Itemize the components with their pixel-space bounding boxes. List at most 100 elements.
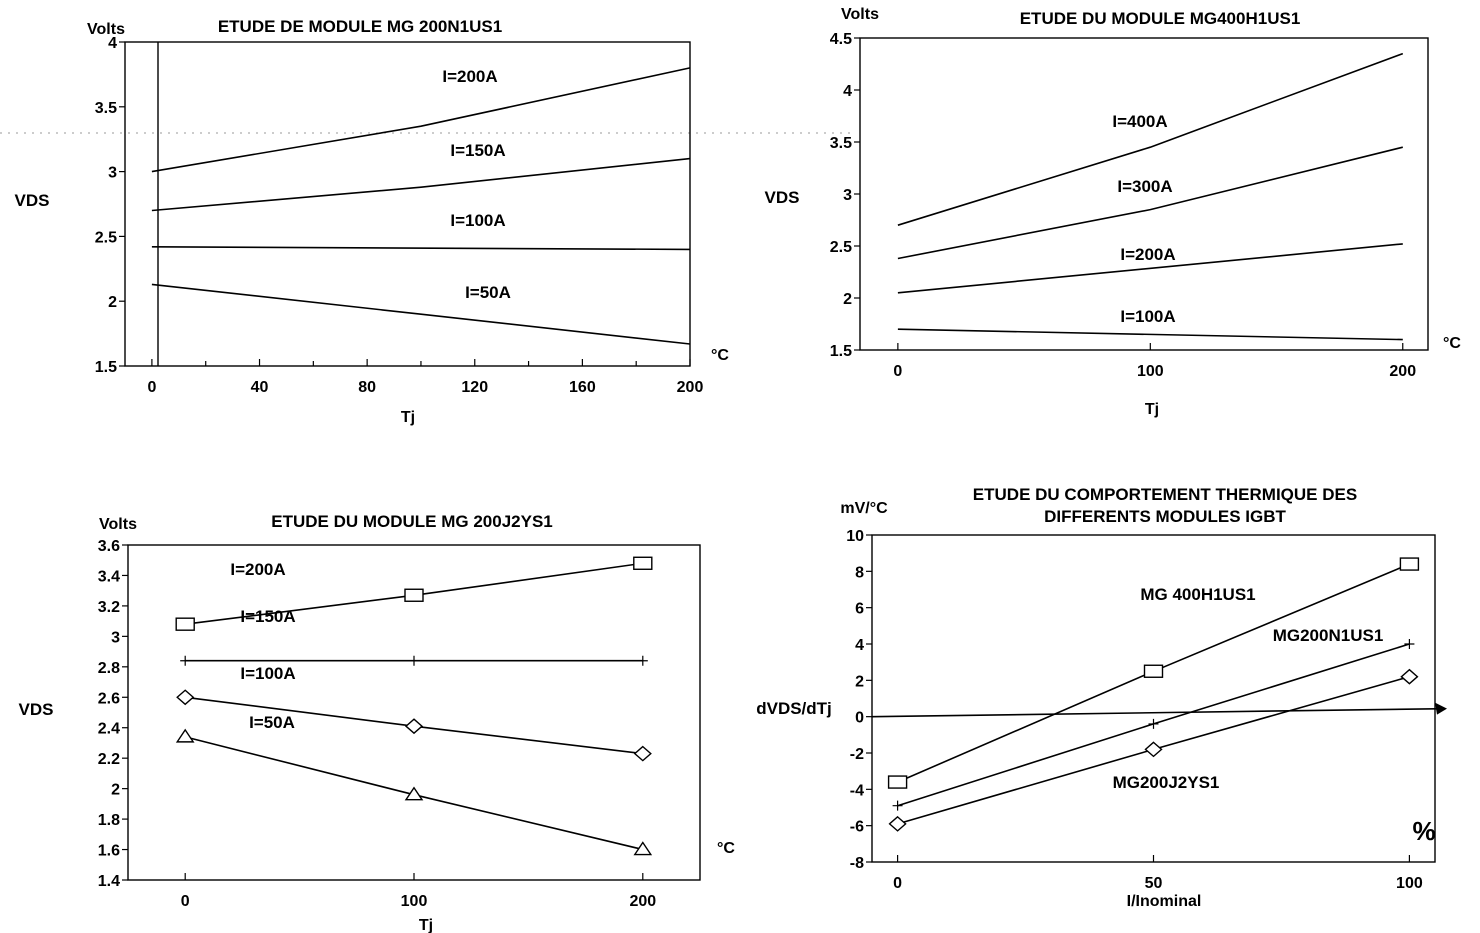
- plus-marker: [1148, 718, 1159, 729]
- y-tick-label: 4.5: [830, 31, 852, 48]
- plus-marker: [1404, 639, 1415, 649]
- x-tick-label: 50: [1145, 875, 1163, 892]
- diamond-marker: [1144, 741, 1163, 758]
- plus-marker: [180, 655, 191, 666]
- chart-panel-1: 1.522.533.540 40 80 120 160 200I=200AI=150AI=…: [0, 17, 850, 426]
- y-tick-label: 3.4: [98, 568, 120, 585]
- y-tick-label: 2: [108, 294, 117, 311]
- x-tick-label: 80: [358, 379, 376, 396]
- square-marker: [633, 556, 653, 570]
- square-marker: [887, 775, 908, 789]
- y-tick-label: 2: [843, 291, 852, 308]
- series-line: [151, 283, 691, 345]
- diamond-marker: [888, 815, 907, 832]
- y-tick-label: 2.4: [98, 721, 120, 738]
- y-tick-label: 2.8: [98, 660, 120, 677]
- x-unit-label: %: [1412, 816, 1435, 846]
- y-tick-label: 6: [855, 601, 864, 618]
- x-tick-label: 0: [893, 875, 902, 892]
- x-tick-label: 40: [251, 379, 269, 396]
- y-tick-label: 3: [111, 629, 120, 646]
- triangle-marker: [175, 728, 195, 743]
- x-axis-label: Tj: [419, 917, 433, 933]
- diamond-marker: [176, 689, 195, 706]
- y-unit-label: mV/°C: [840, 500, 888, 517]
- y-tick-label: 1.6: [98, 843, 120, 860]
- chart-subtitle: DIFFERENTS MODULES IGBT: [1044, 507, 1286, 526]
- x-tick-label: 100: [1137, 363, 1164, 380]
- series-label: MG200N1US1: [1273, 626, 1384, 645]
- y-tick-label: 3: [843, 187, 852, 204]
- x-tick-label: 120: [461, 379, 488, 396]
- y-tick-label: -2: [850, 746, 864, 763]
- y-tick-label: 4: [855, 637, 864, 654]
- series-label: MG200J2YS1: [1113, 773, 1220, 792]
- x-unit-label: °C: [717, 840, 735, 857]
- y-tick-label: -4: [850, 782, 864, 799]
- x-tick-label: 200: [1389, 363, 1416, 380]
- y-tick-label: -8: [850, 855, 864, 872]
- series-label: I=200A: [1120, 245, 1175, 264]
- series-line: [897, 243, 1403, 294]
- series-label: I=150A: [450, 141, 505, 160]
- x-tick-label: 0: [181, 893, 190, 910]
- triangle-marker: [633, 841, 653, 856]
- x-unit-label: °C: [1443, 335, 1461, 352]
- y-unit-label: Volts: [87, 21, 125, 38]
- y-tick-label: 3: [108, 165, 117, 182]
- y-axis-label: dVDS/dTj: [756, 699, 832, 718]
- square-marker: [404, 588, 424, 602]
- series-label: MG 400H1US1: [1140, 585, 1255, 604]
- series-label: I=100A: [240, 664, 295, 683]
- y-tick-label: 3.5: [95, 100, 117, 117]
- plus-marker: [637, 655, 648, 666]
- diamond-marker: [1400, 668, 1419, 685]
- y-tick-label: 2: [855, 673, 864, 690]
- series-line: [151, 157, 691, 212]
- chart-title: ETUDE DU MODULE MG 200J2YS1: [271, 512, 553, 531]
- x-axis-label: I/Inominal: [1127, 893, 1202, 910]
- series-line: [897, 146, 1403, 260]
- y-tick-label: 2: [111, 782, 120, 799]
- x-axis-label: Tj: [401, 409, 415, 426]
- y-tick-label: 4: [108, 35, 117, 52]
- series-label: I=50A: [249, 713, 295, 732]
- x-tick-label: 200: [677, 379, 704, 396]
- y-tick-label: 3.6: [98, 538, 120, 555]
- y-tick-label: 1.5: [830, 343, 852, 360]
- chart-title: ETUDE DE MODULE MG 200N1US1: [218, 17, 502, 36]
- plus-marker: [409, 655, 419, 666]
- x-tick-label: 160: [569, 379, 596, 396]
- y-tick-label: 1.4: [98, 873, 120, 890]
- y-unit-label: Volts: [841, 6, 879, 23]
- series-label: I=200A: [442, 67, 497, 86]
- zero-axis: [871, 707, 1446, 718]
- series-label: I=400A: [1112, 112, 1167, 131]
- y-tick-label: 2.5: [830, 239, 852, 256]
- y-tick-label: 3.2: [98, 599, 120, 616]
- x-tick-label: 100: [1396, 875, 1423, 892]
- x-tick-label: 0: [147, 379, 156, 396]
- y-tick-label: 4: [843, 83, 852, 100]
- y-tick-label: 2.5: [95, 229, 117, 246]
- x-tick-label: 100: [401, 893, 428, 910]
- y-tick-label: 1.5: [95, 359, 117, 376]
- square-marker: [1399, 557, 1420, 571]
- chart-title: ETUDE DU MODULE MG400H1US1: [1020, 9, 1301, 28]
- y-axis-label: VDS: [765, 188, 800, 207]
- arrow-head-icon: [1435, 702, 1447, 715]
- plot-frame: [124, 41, 691, 367]
- series-label: I=50A: [465, 283, 511, 302]
- diamond-marker: [633, 745, 652, 762]
- series-label: I=300A: [1117, 177, 1172, 196]
- series-label: I=200A: [230, 560, 285, 579]
- series-label: I=150A: [240, 607, 295, 626]
- x-unit-label: °C: [711, 347, 729, 364]
- series-line: [897, 52, 1404, 226]
- chart-panel-3: 1.4 1.6 1.8 2 2.2 2.4 2.6 2.8 3 3.2 3.4 3.6 0 100 200 I…: [19, 512, 736, 933]
- x-tick-label: 200: [629, 893, 656, 910]
- diamond-marker: [404, 718, 424, 735]
- x-axis-label: Tj: [1145, 401, 1159, 418]
- plus-marker: [892, 800, 903, 811]
